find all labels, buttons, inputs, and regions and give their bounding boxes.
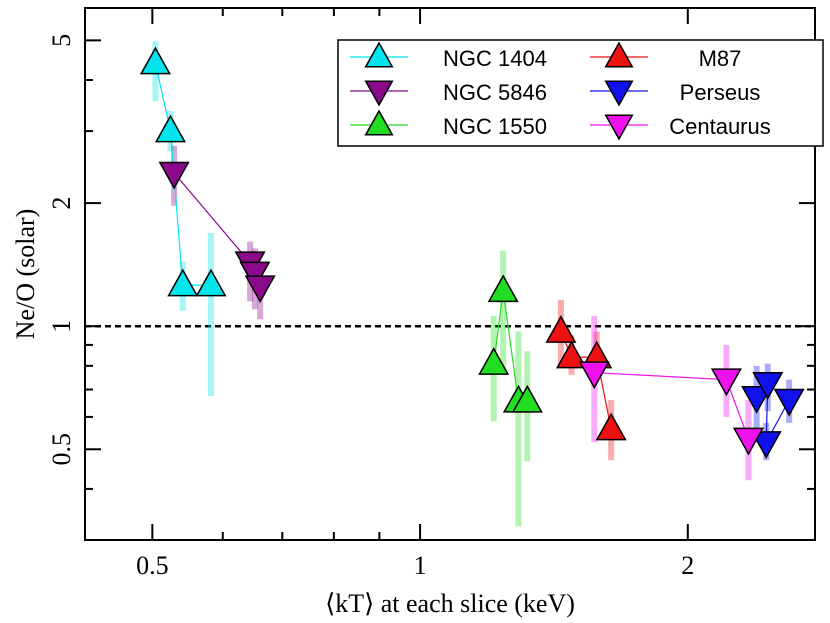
y-tick-label: 0.5 [47, 433, 76, 466]
y-tick-label: 1 [47, 320, 76, 333]
marker [545, 315, 577, 343]
marker [752, 372, 784, 400]
legend-label: Perseus [680, 80, 761, 105]
marker [555, 340, 588, 369]
series-line [560, 331, 612, 430]
marker [139, 46, 171, 75]
x-tick-label: 0.5 [136, 551, 169, 580]
marker [578, 361, 610, 390]
marker [732, 427, 764, 456]
marker [710, 368, 742, 397]
marker [239, 261, 271, 290]
legend-marker [364, 109, 394, 136]
marker [750, 431, 782, 459]
x-tick-label: 1 [414, 551, 427, 580]
x-axis-label: ⟨kT⟩ at each slice (keV) [325, 589, 575, 618]
marker [154, 114, 186, 143]
legend-marker [604, 80, 634, 107]
y-tick-label: 5 [47, 34, 76, 47]
y-axis-label: Ne/O (solar) [11, 209, 40, 340]
marker [244, 275, 276, 304]
x-tick-label: 2 [681, 551, 694, 580]
legend: NGC 1404 NGC 5846 NGC 1550 M87 Perseus Centau… [337, 39, 824, 147]
marker [195, 268, 227, 297]
legend-marker [604, 41, 634, 68]
marker [167, 268, 199, 297]
legend-marker [604, 114, 634, 141]
marker [773, 388, 805, 417]
marker [595, 412, 627, 441]
legend-label: NGC 1550 [443, 114, 547, 139]
series-line [154, 62, 212, 286]
marker [511, 384, 543, 413]
y-tick-label: 2 [47, 197, 76, 210]
series-line [493, 290, 528, 402]
plot-frame [84, 7, 816, 541]
marker [487, 274, 519, 303]
legend-box [337, 39, 824, 147]
legend-label: NGC 1404 [443, 46, 547, 71]
marker [478, 347, 510, 375]
legend-label: Centaurus [669, 114, 771, 139]
legend-marker [364, 41, 394, 68]
legend-marker [364, 80, 394, 107]
marker [741, 386, 773, 414]
legend-label: NGC 5846 [443, 80, 547, 105]
legend-label: M87 [699, 46, 742, 71]
marker [158, 161, 190, 190]
